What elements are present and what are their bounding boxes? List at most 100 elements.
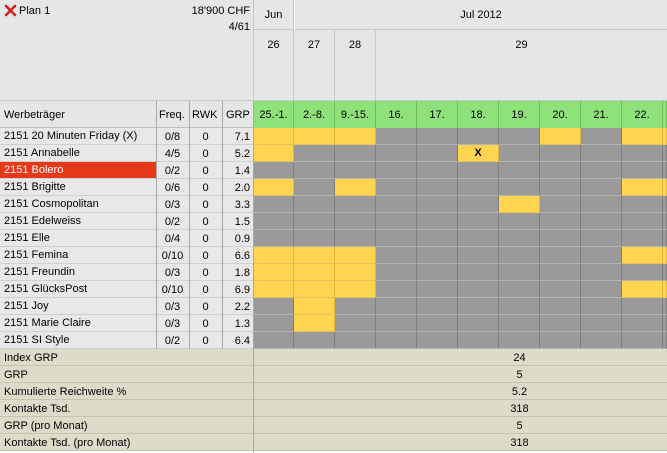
media-name[interactable]: 2151 Elle bbox=[4, 232, 50, 244]
media-name[interactable]: 2151 Brigitte bbox=[4, 181, 66, 193]
empty-slot[interactable] bbox=[581, 196, 622, 213]
empty-slot[interactable] bbox=[540, 247, 581, 264]
empty-slot[interactable] bbox=[335, 162, 376, 179]
empty-slot[interactable] bbox=[254, 298, 294, 315]
empty-slot[interactable] bbox=[376, 145, 417, 162]
date-header-cell[interactable]: 2.-8. bbox=[294, 101, 335, 128]
booked-slot[interactable] bbox=[335, 264, 376, 281]
empty-slot[interactable] bbox=[417, 230, 458, 247]
empty-slot[interactable] bbox=[417, 162, 458, 179]
booked-slot[interactable] bbox=[294, 315, 335, 332]
empty-slot[interactable] bbox=[376, 162, 417, 179]
empty-slot[interactable] bbox=[335, 298, 376, 315]
booked-slot[interactable] bbox=[335, 247, 376, 264]
column-freq[interactable]: Freq. bbox=[159, 108, 185, 121]
date-header-cell[interactable]: 17. bbox=[417, 101, 458, 128]
booked-slot[interactable] bbox=[254, 179, 294, 196]
column-werbetraeger[interactable]: Werbeträger bbox=[4, 108, 65, 121]
empty-slot[interactable] bbox=[581, 162, 622, 179]
empty-slot[interactable] bbox=[458, 196, 499, 213]
empty-slot[interactable] bbox=[335, 332, 376, 349]
empty-slot[interactable] bbox=[458, 213, 499, 230]
booked-slot[interactable] bbox=[254, 247, 294, 264]
empty-slot[interactable] bbox=[499, 281, 540, 298]
empty-slot[interactable] bbox=[417, 196, 458, 213]
booked-slot[interactable] bbox=[294, 281, 335, 298]
empty-slot[interactable] bbox=[417, 264, 458, 281]
empty-slot[interactable] bbox=[376, 128, 417, 145]
booked-slot[interactable] bbox=[254, 281, 294, 298]
empty-slot[interactable] bbox=[335, 315, 376, 332]
empty-slot[interactable] bbox=[581, 128, 622, 145]
empty-slot[interactable] bbox=[499, 230, 540, 247]
empty-slot[interactable] bbox=[335, 230, 376, 247]
empty-slot[interactable] bbox=[581, 298, 622, 315]
empty-slot[interactable] bbox=[499, 264, 540, 281]
empty-slot[interactable] bbox=[499, 179, 540, 196]
empty-slot[interactable] bbox=[254, 213, 294, 230]
media-name[interactable]: 2151 Femina bbox=[4, 249, 69, 261]
booked-slot[interactable] bbox=[335, 179, 376, 196]
date-header-cell[interactable]: 16. bbox=[376, 101, 417, 128]
empty-slot[interactable] bbox=[622, 264, 663, 281]
empty-slot[interactable] bbox=[294, 162, 335, 179]
empty-slot[interactable] bbox=[335, 213, 376, 230]
empty-slot[interactable] bbox=[540, 162, 581, 179]
booked-slot[interactable] bbox=[294, 298, 335, 315]
media-name[interactable]: 2151 Joy bbox=[4, 300, 49, 312]
empty-slot[interactable] bbox=[458, 179, 499, 196]
empty-slot[interactable] bbox=[335, 196, 376, 213]
booked-slot[interactable] bbox=[499, 196, 540, 213]
media-name[interactable]: 2151 Cosmopolitan bbox=[4, 198, 99, 210]
booked-slot[interactable] bbox=[294, 247, 335, 264]
empty-slot[interactable] bbox=[417, 213, 458, 230]
empty-slot[interactable] bbox=[581, 247, 622, 264]
plan-name[interactable]: Plan 1 bbox=[19, 4, 51, 17]
booked-slot[interactable] bbox=[254, 145, 294, 162]
empty-slot[interactable] bbox=[540, 196, 581, 213]
empty-slot[interactable] bbox=[376, 179, 417, 196]
empty-slot[interactable] bbox=[581, 145, 622, 162]
table-row[interactable] bbox=[0, 145, 254, 162]
date-header-cell[interactable]: 18. bbox=[458, 101, 499, 128]
empty-slot[interactable] bbox=[376, 332, 417, 349]
empty-slot[interactable] bbox=[458, 315, 499, 332]
empty-slot[interactable] bbox=[540, 230, 581, 247]
date-header-cell[interactable]: 21. bbox=[581, 101, 622, 128]
empty-slot[interactable] bbox=[499, 298, 540, 315]
empty-slot[interactable] bbox=[499, 315, 540, 332]
empty-slot[interactable] bbox=[376, 247, 417, 264]
media-name[interactable]: 2151 SI Style bbox=[4, 334, 70, 346]
empty-slot[interactable] bbox=[376, 281, 417, 298]
booked-slot[interactable] bbox=[335, 281, 376, 298]
media-name[interactable]: 2151 20 Minuten Friday (X) bbox=[4, 130, 138, 142]
empty-slot[interactable] bbox=[335, 145, 376, 162]
empty-slot[interactable] bbox=[254, 332, 294, 349]
table-row[interactable] bbox=[0, 196, 254, 213]
booked-slot[interactable] bbox=[540, 128, 581, 145]
empty-slot[interactable] bbox=[254, 196, 294, 213]
empty-slot[interactable] bbox=[622, 230, 663, 247]
empty-slot[interactable] bbox=[499, 213, 540, 230]
empty-slot[interactable] bbox=[294, 332, 335, 349]
empty-slot[interactable] bbox=[540, 179, 581, 196]
media-name[interactable]: 2151 GlücksPost bbox=[4, 283, 88, 295]
empty-slot[interactable] bbox=[540, 332, 581, 349]
empty-slot[interactable] bbox=[499, 162, 540, 179]
table-row[interactable] bbox=[0, 179, 254, 196]
empty-slot[interactable] bbox=[417, 128, 458, 145]
empty-slot[interactable] bbox=[622, 162, 663, 179]
empty-slot[interactable] bbox=[458, 247, 499, 264]
booked-slot[interactable] bbox=[622, 179, 663, 196]
empty-slot[interactable] bbox=[540, 281, 581, 298]
empty-slot[interactable] bbox=[417, 145, 458, 162]
empty-slot[interactable] bbox=[458, 128, 499, 145]
empty-slot[interactable] bbox=[581, 264, 622, 281]
empty-slot[interactable] bbox=[294, 179, 335, 196]
booked-slot[interactable] bbox=[254, 264, 294, 281]
table-row[interactable] bbox=[0, 315, 254, 332]
date-header-cell[interactable]: 19. bbox=[499, 101, 540, 128]
empty-slot[interactable] bbox=[417, 315, 458, 332]
table-row[interactable] bbox=[0, 213, 254, 230]
table-row[interactable] bbox=[0, 298, 254, 315]
